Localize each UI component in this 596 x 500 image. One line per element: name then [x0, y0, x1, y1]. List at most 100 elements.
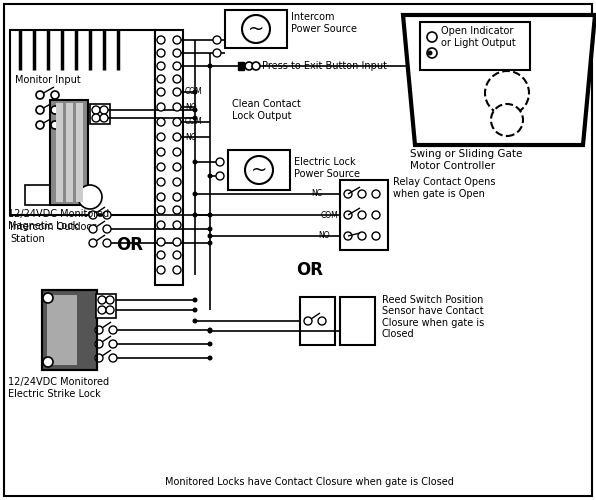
- Circle shape: [157, 221, 165, 229]
- Circle shape: [207, 174, 213, 178]
- Circle shape: [106, 306, 114, 314]
- Circle shape: [157, 163, 165, 171]
- Circle shape: [89, 239, 97, 247]
- Text: Open Indicator
or Light Output: Open Indicator or Light Output: [441, 26, 516, 48]
- Circle shape: [103, 225, 111, 233]
- Bar: [66, 103, 73, 202]
- Circle shape: [78, 185, 102, 209]
- Circle shape: [344, 211, 352, 219]
- Bar: [10, 30, 155, 215]
- Circle shape: [207, 212, 213, 218]
- Circle shape: [207, 342, 213, 346]
- Text: NO: NO: [185, 102, 197, 112]
- Circle shape: [207, 328, 213, 332]
- Bar: [90, 104, 110, 124]
- Circle shape: [106, 296, 114, 304]
- Circle shape: [173, 103, 181, 111]
- Circle shape: [372, 232, 380, 240]
- Circle shape: [207, 328, 213, 334]
- Text: COM: COM: [185, 88, 203, 96]
- Text: Intercom
Power Source: Intercom Power Source: [291, 12, 357, 34]
- Circle shape: [245, 156, 273, 184]
- Bar: [420, 22, 530, 70]
- Circle shape: [173, 148, 181, 156]
- Circle shape: [89, 211, 97, 219]
- Circle shape: [157, 36, 165, 44]
- Circle shape: [157, 178, 165, 186]
- Circle shape: [193, 192, 197, 196]
- Text: Monitor Input: Monitor Input: [15, 75, 80, 85]
- Circle shape: [173, 163, 181, 171]
- Circle shape: [193, 298, 197, 302]
- Circle shape: [157, 238, 165, 246]
- Bar: [76, 103, 83, 202]
- Circle shape: [95, 354, 103, 362]
- Circle shape: [173, 49, 181, 57]
- Circle shape: [157, 49, 165, 57]
- Circle shape: [51, 91, 59, 99]
- Circle shape: [43, 357, 53, 367]
- Text: OR: OR: [296, 261, 324, 279]
- Bar: [56, 103, 63, 202]
- Text: Intercom Outdoor
Station: Intercom Outdoor Station: [10, 222, 96, 244]
- Text: NC: NC: [185, 132, 196, 141]
- Bar: [42, 290, 97, 370]
- Bar: [228, 150, 290, 190]
- Circle shape: [157, 103, 165, 111]
- Circle shape: [344, 232, 352, 240]
- Circle shape: [98, 296, 106, 304]
- Circle shape: [344, 190, 352, 198]
- Circle shape: [207, 356, 213, 360]
- Circle shape: [207, 240, 213, 246]
- Circle shape: [193, 318, 197, 324]
- Circle shape: [173, 36, 181, 44]
- Circle shape: [173, 238, 181, 246]
- Text: ~: ~: [251, 160, 267, 180]
- Circle shape: [193, 212, 197, 218]
- Circle shape: [358, 190, 366, 198]
- Circle shape: [157, 206, 165, 214]
- Bar: [340, 180, 388, 250]
- Circle shape: [51, 121, 59, 129]
- Circle shape: [245, 62, 253, 70]
- Text: Relay Contact Opens
when gate is Open: Relay Contact Opens when gate is Open: [393, 177, 495, 199]
- Circle shape: [43, 293, 53, 303]
- Bar: [300, 297, 335, 345]
- Circle shape: [427, 32, 437, 42]
- Circle shape: [157, 62, 165, 70]
- Circle shape: [157, 75, 165, 83]
- Circle shape: [95, 326, 103, 334]
- Circle shape: [485, 71, 529, 115]
- Circle shape: [242, 15, 270, 43]
- Circle shape: [173, 206, 181, 214]
- Circle shape: [207, 226, 213, 232]
- Circle shape: [358, 232, 366, 240]
- Text: Swing or Sliding Gate
Motor Controller: Swing or Sliding Gate Motor Controller: [410, 149, 522, 171]
- Circle shape: [216, 158, 224, 166]
- Circle shape: [92, 114, 100, 122]
- Bar: [50, 100, 88, 205]
- Circle shape: [92, 106, 100, 114]
- Circle shape: [36, 106, 44, 114]
- Circle shape: [207, 234, 213, 238]
- Circle shape: [213, 49, 221, 57]
- Circle shape: [109, 354, 117, 362]
- Circle shape: [372, 211, 380, 219]
- Polygon shape: [403, 15, 595, 145]
- Text: Electric Lock
Power Source: Electric Lock Power Source: [294, 157, 360, 179]
- Circle shape: [95, 340, 103, 348]
- Text: ~: ~: [248, 20, 264, 38]
- Circle shape: [103, 211, 111, 219]
- Circle shape: [157, 251, 165, 259]
- Text: Clean Contact
Lock Output: Clean Contact Lock Output: [232, 99, 301, 121]
- Circle shape: [103, 239, 111, 247]
- Circle shape: [157, 148, 165, 156]
- Circle shape: [173, 178, 181, 186]
- Bar: [25, 185, 63, 205]
- Circle shape: [193, 116, 197, 120]
- Circle shape: [173, 88, 181, 96]
- Circle shape: [238, 64, 242, 68]
- Text: NO: NO: [318, 232, 330, 240]
- Circle shape: [304, 317, 312, 325]
- Text: COM: COM: [185, 118, 203, 126]
